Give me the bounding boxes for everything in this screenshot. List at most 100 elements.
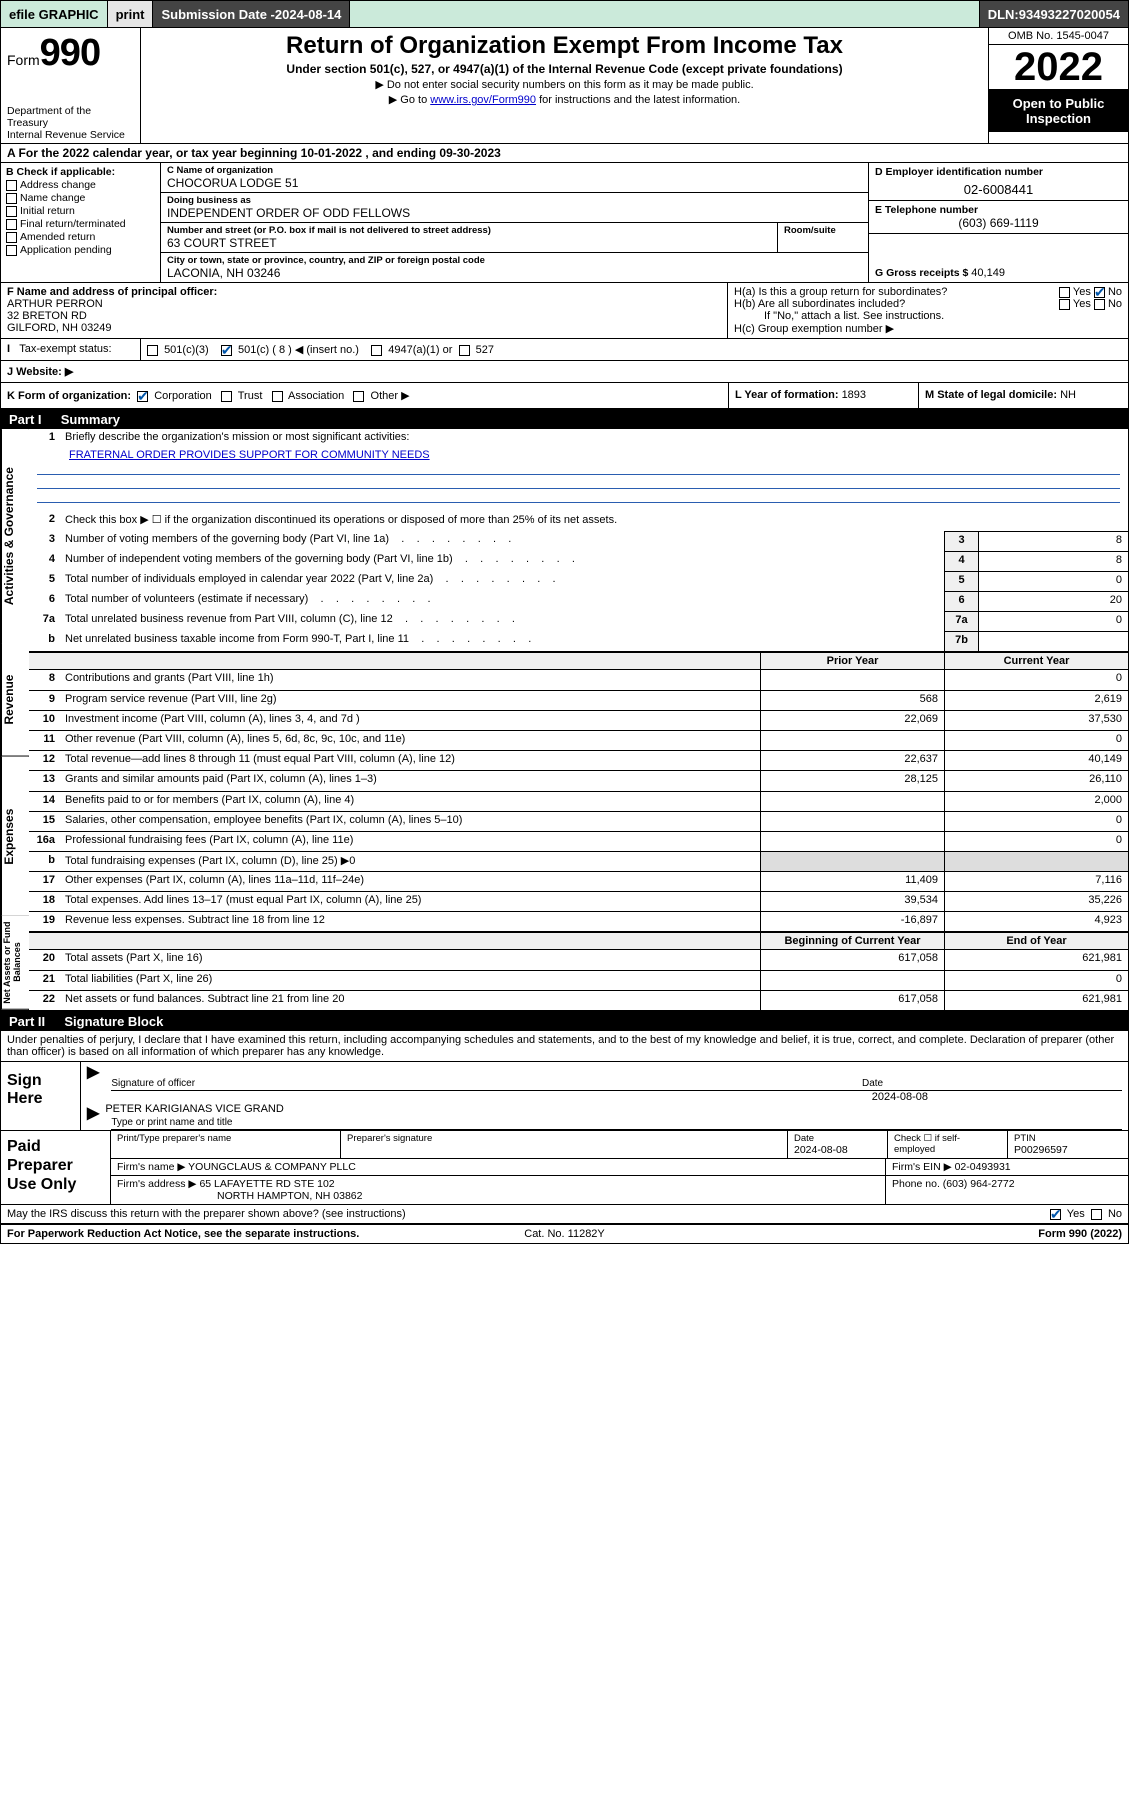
firm-ein-label: Firm's EIN ▶ xyxy=(892,1161,955,1173)
gov-line: 6Total number of volunteers (estimate if… xyxy=(29,591,1128,611)
hb-yes[interactable] xyxy=(1059,299,1070,310)
org-name: CHOCORUA LODGE 51 xyxy=(167,176,862,190)
sig-date-label: Date xyxy=(862,1078,883,1089)
ha-no[interactable] xyxy=(1094,287,1105,298)
form-title-block: Return of Organization Exempt From Incom… xyxy=(141,28,988,143)
tax-year: 2022 xyxy=(989,45,1128,89)
cb-initial-return[interactable]: Initial return xyxy=(6,205,155,217)
ha-yes[interactable] xyxy=(1059,287,1070,298)
hb-no[interactable] xyxy=(1094,299,1105,310)
firm-phone: (603) 964-2772 xyxy=(943,1178,1015,1190)
vlabel-revenue: Revenue xyxy=(1,644,29,757)
sign-arrow-icon: ▶ xyxy=(81,1062,105,1103)
cb-name-change[interactable]: Name change xyxy=(6,192,155,204)
prep-date-hdr: Date xyxy=(794,1133,881,1144)
perjury-declaration: Under penalties of perjury, I declare th… xyxy=(1,1031,1128,1061)
org-dba: INDEPENDENT ORDER OF ODD FELLOWS xyxy=(167,206,862,220)
form-990: Form990 Department of the Treasury Inter… xyxy=(0,28,1129,1244)
c-street-label: Number and street (or P.O. box if mail i… xyxy=(167,225,771,236)
cb-application-pending[interactable]: Application pending xyxy=(6,244,155,256)
prep-name-hdr: Print/Type preparer's name xyxy=(117,1133,334,1144)
data-line: 14Benefits paid to or for members (Part … xyxy=(29,791,1128,811)
i-label: I Tax-exempt status: xyxy=(1,339,141,360)
dept-treasury: Department of the Treasury xyxy=(7,105,134,129)
form-note-link: ▶ Go to www.irs.gov/Form990 for instruct… xyxy=(149,93,980,106)
row-j-website: J Website: ▶ xyxy=(1,361,1128,383)
irs-discuss-row: May the IRS discuss this return with the… xyxy=(1,1204,1128,1223)
data-line: 13Grants and similar amounts paid (Part … xyxy=(29,771,1128,791)
mission-text[interactable]: FRATERNAL ORDER PROVIDES SUPPORT FOR COM… xyxy=(69,449,430,461)
page-footer: For Paperwork Reduction Act Notice, see … xyxy=(1,1223,1128,1243)
discuss-yes[interactable] xyxy=(1050,1209,1061,1220)
section-b-checkboxes: B Check if applicable: Address change Na… xyxy=(1,163,161,282)
gov-line: bNet unrelated business taxable income f… xyxy=(29,631,1128,651)
cat-no: Cat. No. 11282Y xyxy=(379,1228,751,1240)
firm-addr-label: Firm's address ▶ xyxy=(117,1178,197,1190)
part1-header: Part I Summary xyxy=(1,410,1128,429)
prep-selfemp: Check ☐ if self-employed xyxy=(888,1131,1008,1158)
dln: DLN: 93493227020054 xyxy=(980,1,1128,27)
row-a-tax-year: A For the 2022 calendar year, or tax yea… xyxy=(1,144,1128,163)
cb-corporation[interactable] xyxy=(137,391,148,402)
omb-number: OMB No. 1545-0047 xyxy=(989,28,1128,45)
cb-final-return[interactable]: Final return/terminated xyxy=(6,218,155,230)
prep-sig-hdr: Preparer's signature xyxy=(347,1133,781,1144)
d-ein: 02-6008441 xyxy=(875,178,1122,197)
hdr-boy: Beginning of Current Year xyxy=(760,933,944,949)
cb-association[interactable] xyxy=(272,391,283,402)
section-revenue: Prior Year Current Year 8Contributions a… xyxy=(29,652,1128,771)
line1-label: Briefly describe the organization's miss… xyxy=(61,429,1128,449)
cb-4947[interactable] xyxy=(371,345,382,356)
paperwork-notice: For Paperwork Reduction Act Notice, see … xyxy=(7,1228,379,1240)
gov-line: 7aTotal unrelated business revenue from … xyxy=(29,611,1128,631)
section-k: K Form of organization: Corporation Trus… xyxy=(1,383,728,408)
hdr-eoy: End of Year xyxy=(944,933,1128,949)
irs-discuss-q: May the IRS discuss this return with the… xyxy=(7,1208,1050,1220)
entity-info-block: B Check if applicable: Address change Na… xyxy=(1,163,1128,283)
cb-other[interactable] xyxy=(353,391,364,402)
print-button[interactable]: print xyxy=(108,1,154,27)
org-city: LACONIA, NH 03246 xyxy=(167,266,862,280)
vlabel-governance: Activities & Governance xyxy=(1,429,29,644)
officer-addr1: 32 BRETON RD xyxy=(7,310,721,322)
form-title: Return of Organization Exempt From Incom… xyxy=(149,32,980,60)
cb-527[interactable] xyxy=(459,345,470,356)
row-klm: K Form of organization: Corporation Trus… xyxy=(1,383,1128,410)
efile-topbar: efile GRAPHIC print Submission Date - 20… xyxy=(0,0,1129,28)
data-line: 9Program service revenue (Part VIII, lin… xyxy=(29,690,1128,710)
firm-addr1: 65 LAFAYETTE RD STE 102 xyxy=(199,1178,334,1190)
cb-501c3[interactable] xyxy=(147,345,158,356)
discuss-no[interactable] xyxy=(1091,1209,1102,1220)
cb-501c[interactable] xyxy=(221,345,232,356)
j-label: J Website: ▶ xyxy=(7,366,73,378)
sign-arrow-icon-2: ▶ xyxy=(81,1103,105,1130)
d-ein-label: D Employer identification number xyxy=(875,166,1122,178)
prep-date: 2024-08-08 xyxy=(794,1144,881,1156)
hb-label: H(b) Are all subordinates included? xyxy=(734,298,1059,310)
data-line: 22Net assets or fund balances. Subtract … xyxy=(29,990,1128,1010)
sig-date: 2024-08-08 xyxy=(105,1091,1128,1103)
section-h: H(a) Is this a group return for subordin… xyxy=(728,283,1128,338)
cb-address-change[interactable]: Address change xyxy=(6,179,155,191)
c-name-label: C Name of organization xyxy=(167,165,862,176)
data-line: 21Total liabilities (Part X, line 26)0 xyxy=(29,970,1128,990)
data-line: 18Total expenses. Add lines 13–17 (must … xyxy=(29,891,1128,911)
form-subtitle: Under section 501(c), 527, or 4947(a)(1)… xyxy=(149,62,980,76)
section-m: M State of legal domicile: NH xyxy=(918,383,1128,408)
topbar-spacer xyxy=(350,1,979,27)
section-expenses: 13Grants and similar amounts paid (Part … xyxy=(29,771,1128,932)
officer-printed-name: PETER KARIGIANAS VICE GRAND xyxy=(105,1103,1128,1115)
data-line: bTotal fundraising expenses (Part IX, co… xyxy=(29,851,1128,871)
f-label: F Name and address of principal officer: xyxy=(7,286,721,298)
data-line: 12Total revenue—add lines 8 through 11 (… xyxy=(29,750,1128,770)
name-title-label: Type or print name and title xyxy=(111,1117,1122,1128)
efile-label: efile GRAPHIC xyxy=(1,1,108,27)
row-f-h: F Name and address of principal officer:… xyxy=(1,283,1128,339)
cb-amended-return[interactable]: Amended return xyxy=(6,231,155,243)
irs-form990-link[interactable]: www.irs.gov/Form990 xyxy=(430,94,536,106)
row-i-tax-exempt: I Tax-exempt status: 501(c)(3) 501(c) ( … xyxy=(1,339,1128,361)
section-c-name-address: C Name of organization CHOCORUA LODGE 51… xyxy=(161,163,868,282)
section-l: L Year of formation: 1893 xyxy=(728,383,918,408)
e-phone-label: E Telephone number xyxy=(875,204,1122,216)
cb-trust[interactable] xyxy=(221,391,232,402)
